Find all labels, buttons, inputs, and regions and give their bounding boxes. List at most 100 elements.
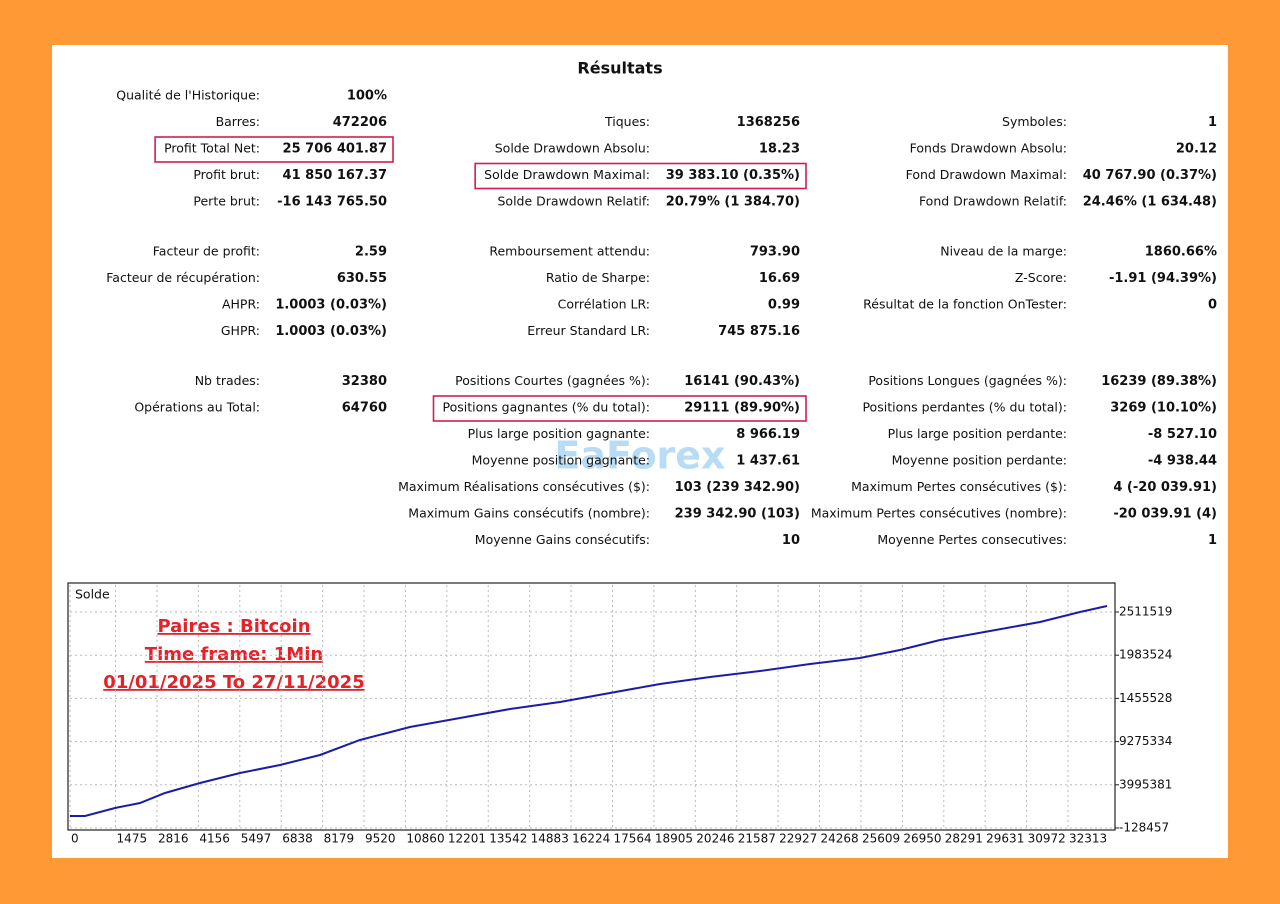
highlight-box [432, 395, 807, 422]
stat-value: 8 966.19 [736, 427, 800, 442]
stat-label: Z-Score: [1015, 270, 1067, 285]
x-tick-label: 24268 [821, 832, 859, 846]
stat-label: Positions gagnantes (% du total): [443, 400, 651, 415]
stat-label: Remboursement attendu: [489, 244, 650, 259]
y-tick-label: 2511519 [1119, 604, 1172, 618]
stat-value: 16.69 [759, 271, 800, 286]
stat-value: 1 [1208, 115, 1217, 130]
x-tick-label: 2816 [158, 832, 189, 846]
watermark: EaForex [554, 434, 725, 478]
stat-label: Solde Drawdown Maximal: [484, 167, 650, 182]
stat-value: -8 527.10 [1148, 427, 1217, 442]
highlight-box [474, 162, 807, 190]
stat-value: 1 [1208, 533, 1217, 548]
x-tick-label: 18905 [655, 832, 693, 846]
x-tick-label: 26950 [903, 832, 941, 846]
stat-label: AHPR: [222, 297, 260, 312]
stat-value: 745 875.16 [718, 324, 800, 339]
x-tick-label: 14883 [531, 832, 569, 846]
stat-label: Perte brut: [193, 194, 260, 209]
stat-label: Solde Drawdown Absolu: [495, 141, 650, 156]
stat-value: 1368256 [737, 115, 800, 130]
stat-value: -20 039.91 (4) [1113, 507, 1217, 522]
x-tick-label: 8179 [324, 832, 355, 846]
annotation: Paires : Bitcoin [157, 616, 310, 637]
x-tick-label: 10860 [406, 832, 444, 846]
stat-label: Moyenne position gagnante: [472, 453, 650, 468]
stat-value: 20.12 [1176, 142, 1217, 157]
stat-label: Fond Drawdown Maximal: [906, 167, 1067, 182]
stat-label: Plus large position perdante: [888, 426, 1067, 441]
x-tick-label: 9520 [365, 832, 396, 846]
x-tick-label: 22927 [779, 832, 817, 846]
stat-label: Solde Drawdown Relatif: [498, 194, 651, 209]
stat-label: Maximum Pertes consécutives (nombre): [811, 506, 1067, 521]
stat-label: Ratio de Sharpe: [546, 270, 650, 285]
stat-value: 0.99 [768, 298, 800, 313]
x-tick-label: 13542 [489, 832, 527, 846]
stat-value: 472206 [333, 115, 387, 130]
stat-label: Facteur de profit: [153, 244, 260, 259]
stat-value: 41 850 167.37 [283, 168, 387, 183]
stat-label: Moyenne Gains consécutifs: [475, 532, 650, 547]
stat-value: 16239 (89.38%) [1101, 374, 1217, 389]
stat-value: 100% [347, 89, 387, 104]
stat-label: Corrélation LR: [558, 297, 650, 312]
stat-label: Positions Courtes (gagnées %): [455, 373, 650, 388]
x-tick-label: 29631 [986, 832, 1024, 846]
stat-label: Niveau de la marge: [940, 244, 1067, 259]
stat-value: 1.0003 (0.03%) [275, 324, 387, 339]
chart-frame [67, 582, 1116, 831]
x-tick-label: 17564 [613, 832, 651, 846]
x-tick-label: 12201 [448, 832, 486, 846]
y-tick-label: -128457 [1119, 821, 1169, 835]
x-tick-label: 21587 [738, 832, 776, 846]
stat-label: Tiques: [604, 114, 650, 129]
stat-label: Moyenne position perdante: [892, 453, 1067, 468]
stat-label: Maximum Réalisations consécutives ($): [398, 479, 650, 494]
stat-value: 1 437.61 [736, 454, 800, 469]
stat-value: 64760 [342, 401, 387, 416]
y-tick-label: 1455528 [1119, 691, 1172, 705]
stat-label: Fond Drawdown Relatif: [919, 194, 1067, 209]
stat-label: Opérations au Total: [134, 400, 260, 415]
stat-label: Moyenne Pertes consecutives: [877, 532, 1067, 547]
stat-label: Profit Total Net: [164, 141, 260, 156]
stat-value: 20.79% (1 384.70) [666, 195, 800, 210]
stat-value: 16141 (90.43%) [684, 374, 800, 389]
x-tick-label: 6838 [282, 832, 313, 846]
stat-value: 4 (-20 039.91) [1113, 480, 1217, 495]
stat-value: 24.46% (1 634.48) [1083, 195, 1217, 210]
y-tick-label: 9275334 [1119, 734, 1172, 748]
x-tick-label: 30972 [1028, 832, 1066, 846]
x-tick-label: 25609 [862, 832, 900, 846]
stat-value: 29111 (89.90%) [684, 401, 800, 416]
stat-value: 25 706 401.87 [283, 142, 387, 157]
stat-value: 10 [782, 533, 800, 548]
balance-line [70, 605, 1108, 818]
stat-label: Profit brut: [193, 167, 260, 182]
stat-value: 18.23 [759, 142, 800, 157]
stat-label: GHPR: [221, 323, 260, 338]
stat-value: 3269 (10.10%) [1110, 401, 1217, 416]
stat-label: Symboles: [1002, 114, 1067, 129]
stat-value: 103 (239 342.90) [675, 480, 800, 495]
x-tick-label: 1475 [117, 832, 148, 846]
x-tick-label: 4156 [199, 832, 230, 846]
stat-value: -1.91 (94.39%) [1109, 271, 1217, 286]
stat-label: Nb trades: [195, 373, 260, 388]
stat-label: Fonds Drawdown Absolu: [910, 141, 1067, 156]
x-tick-label: 0 [71, 832, 79, 846]
stat-label: Barres: [216, 114, 260, 129]
stat-value: 793.90 [750, 245, 800, 260]
stat-label: Positions perdantes (% du total): [862, 400, 1067, 415]
stat-label: Erreur Standard LR: [527, 323, 650, 338]
stat-value: 630.55 [337, 271, 387, 286]
stat-label: Positions Longues (gagnées %): [868, 373, 1067, 388]
stat-value: -16 143 765.50 [277, 195, 387, 210]
stat-label: Résultat de la fonction OnTester: [863, 297, 1067, 312]
stat-value: 1.0003 (0.03%) [275, 298, 387, 313]
highlight-box [154, 136, 394, 163]
